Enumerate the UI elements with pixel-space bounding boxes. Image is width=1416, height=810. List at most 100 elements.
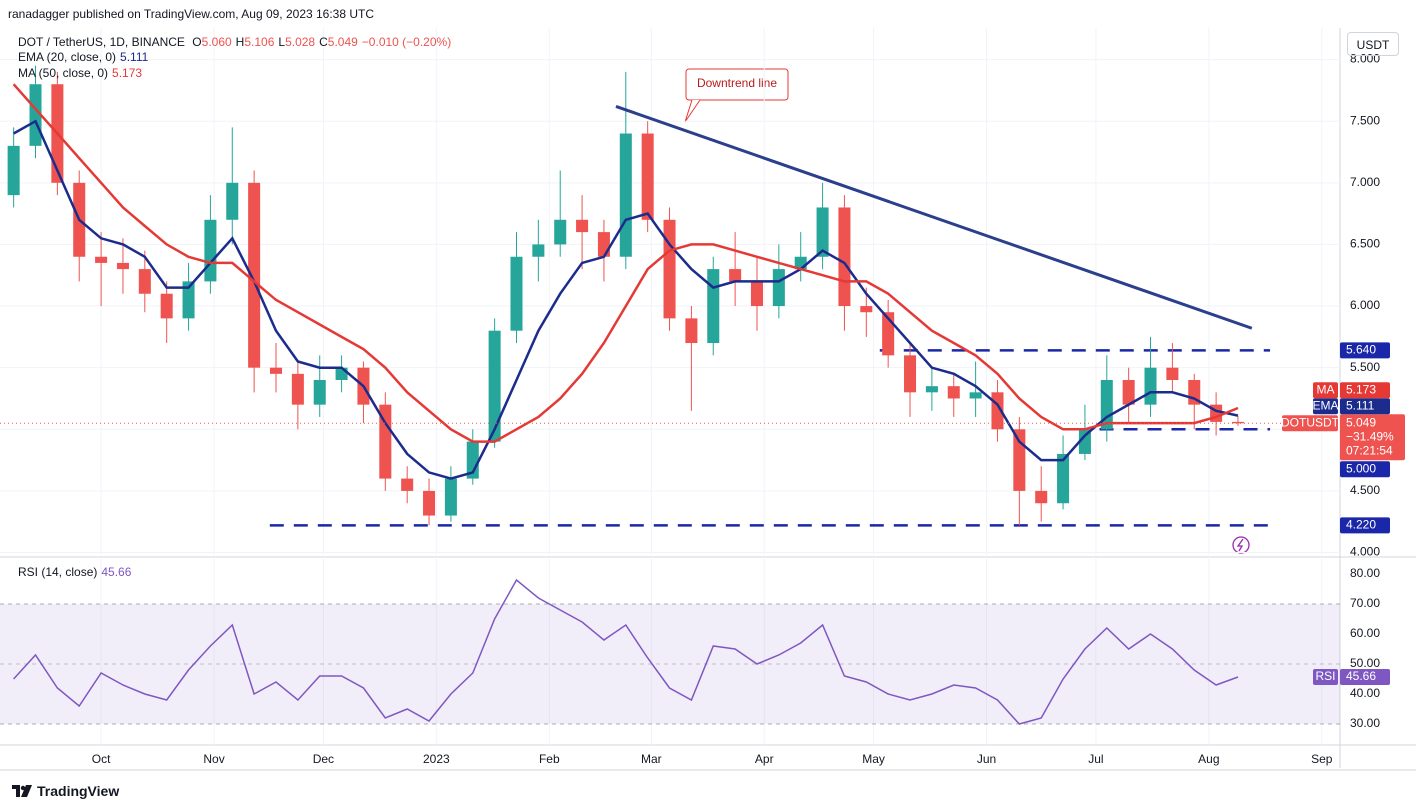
candle-body [663, 219, 676, 319]
trend-annotation: Downtrend line [684, 68, 789, 123]
indicator-tag: EMA [1312, 398, 1338, 412]
level-value: 4.220 [1346, 518, 1376, 532]
rsi-tick-label: 60.00 [1350, 626, 1380, 640]
x-tick-label: Sep [1311, 752, 1333, 766]
candle-body [925, 386, 938, 393]
icon-bolt [1236, 538, 1244, 552]
x-tick-label: May [862, 752, 885, 766]
ema-name: EMA (20, close, 0) [18, 50, 117, 64]
x-tick-label: Oct [92, 752, 111, 766]
rsi-value-tag: 45.66 [1346, 669, 1376, 683]
level-value-box [1340, 461, 1390, 478]
last-price-countdown: 07:21:54 [1346, 443, 1393, 457]
last-price-label: 5.049 [1346, 415, 1376, 429]
level-value: 5.000 [1346, 461, 1376, 475]
candle-body [1100, 380, 1113, 430]
rsi-band [0, 604, 1340, 724]
chart-background [0, 28, 1416, 768]
ohlc-key: O [192, 35, 202, 49]
trendline [615, 104, 1253, 330]
indicator-value: 5.111 [1346, 398, 1375, 412]
indicator-value-box [1340, 398, 1390, 415]
candle-body [182, 281, 195, 319]
annotation-pointer [684, 99, 701, 123]
moving-average-line [12, 119, 1239, 480]
ma-legend: MA (50, close, 0) 5.173 [18, 66, 146, 81]
candle-body [488, 330, 501, 442]
candle-body [423, 490, 436, 516]
y-tick-label: 7.500 [1350, 113, 1380, 127]
brand-logo [12, 785, 32, 797]
ohlc-value: 5.060 [201, 35, 232, 49]
candle-body [269, 367, 283, 374]
candle-body [707, 269, 720, 344]
brand-name: TradingView [37, 783, 120, 799]
candle-body [772, 269, 785, 307]
symbol-tag-box [1282, 415, 1338, 432]
y-tick-label: 4.500 [1350, 483, 1380, 497]
candle-body [750, 281, 763, 307]
ohlc-value: 5.028 [285, 35, 316, 49]
symbol-tag: DOTUSDT [1281, 415, 1340, 429]
ohlc-value: 5.106 [244, 35, 275, 49]
candle-body [1166, 367, 1179, 380]
candle-body [532, 244, 545, 257]
annotation-box [685, 68, 789, 101]
candle-body [947, 386, 960, 399]
candle-body [466, 441, 479, 479]
rsi-legend: RSI (14, close) 45.66 [18, 565, 135, 580]
candle-body [204, 219, 217, 282]
ema-legend: EMA (20, close, 0) 5.111 [18, 50, 152, 65]
candle-body [816, 207, 829, 257]
level-value-box [1340, 517, 1390, 534]
candle-body [248, 182, 261, 368]
moving-average-line [12, 83, 1239, 443]
x-tick-label: Dec [313, 752, 334, 766]
x-tick-label: Nov [203, 752, 224, 766]
brand: TradingView [12, 783, 119, 799]
x-tick-label: 2023 [423, 752, 450, 766]
rsi-tick-label: 50.00 [1350, 656, 1380, 670]
ohlc-key: H [235, 35, 245, 49]
candle-body [313, 380, 326, 405]
candle-body [641, 133, 654, 220]
rsi-value-box [1340, 669, 1390, 686]
candle-body [138, 269, 151, 294]
candle-body [1231, 421, 1244, 424]
ohlc-key: L [278, 35, 286, 49]
y-tick-label: 7.000 [1350, 175, 1380, 189]
ma-name: MA (50, close, 0) [18, 66, 109, 80]
rsi-tick-label: 70.00 [1350, 596, 1380, 610]
grid [0, 28, 1340, 745]
ohlc-value: 5.049 [327, 35, 358, 49]
candle-body [597, 232, 610, 257]
y-tick-label: 6.500 [1350, 237, 1380, 251]
candle-body [1057, 453, 1070, 504]
candle-body [1078, 429, 1091, 454]
ma-value: 5.173 [112, 66, 143, 80]
last-price-change: −31.49% [1346, 429, 1394, 443]
y-tick-label: 5.500 [1350, 360, 1380, 374]
currency-button[interactable]: USDT [1347, 32, 1399, 56]
candle-body [95, 256, 108, 263]
candle-body [401, 478, 414, 491]
candle-body [335, 367, 348, 380]
ohlc-key: C [319, 35, 328, 49]
level-value-box [1340, 342, 1390, 359]
x-tick-label: Aug [1198, 752, 1219, 766]
candle-body [7, 145, 20, 196]
rsi-tag-box [1313, 669, 1338, 686]
symbol: DOT / TetherUS, 1D, BINANCE [18, 35, 185, 49]
last-price-box [1340, 414, 1405, 461]
x-tick-label: Mar [641, 752, 662, 766]
candle-body [904, 355, 917, 393]
x-tick-label: Jul [1088, 752, 1103, 766]
symbol-legend: DOT / TetherUS, 1D, BINANCE O5.060 H5.106… [18, 35, 455, 50]
indicator-value: 5.173 [1346, 382, 1376, 396]
rsi-name: RSI (14, close) [18, 565, 98, 579]
candle-body [226, 182, 239, 220]
candle-body [510, 256, 523, 331]
y-tick-label: 4.000 [1350, 545, 1380, 559]
rsi-tick-label: 40.00 [1350, 686, 1380, 700]
y-tick-label: 6.000 [1350, 298, 1380, 312]
